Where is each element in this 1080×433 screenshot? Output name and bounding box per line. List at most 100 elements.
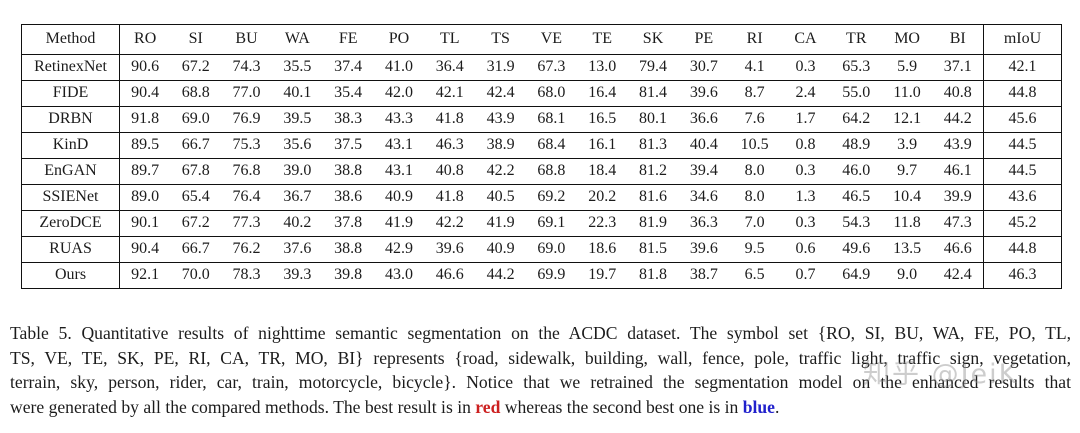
value-cell: 81.4: [627, 80, 679, 107]
value-cell: 90.1: [119, 210, 171, 237]
value-cell: 70.0: [170, 262, 222, 289]
value-cell: 67.2: [170, 54, 222, 81]
caption-text: TS, VE, TE, SK, PE, RI, CA, TR, MO, BI} …: [10, 347, 1071, 368]
value-cell: 49.6: [830, 236, 882, 263]
value-cell: 45.6: [983, 106, 1062, 133]
value-cell: 69.2: [526, 184, 577, 211]
value-cell: 77.0: [221, 80, 272, 107]
value-cell: 42.9: [373, 236, 425, 263]
value-cell: 46.3: [983, 262, 1062, 289]
value-cell: 55.0: [830, 80, 882, 107]
value-cell: 16.4: [576, 80, 628, 107]
value-cell: 81.6: [627, 184, 679, 211]
value-cell: 30.7: [678, 54, 730, 81]
value-cell: 46.5: [830, 184, 882, 211]
value-cell: 77.3: [221, 210, 272, 237]
column-header: FE: [338, 30, 358, 47]
value-cell: 80.1: [627, 106, 679, 133]
value-cell: 40.4: [678, 132, 730, 159]
value-cell: 34.6: [678, 184, 730, 211]
value-cell: 45.2: [983, 210, 1062, 237]
value-cell: 42.0: [373, 80, 425, 107]
column-header: PE: [694, 30, 714, 47]
value-cell: 36.4: [424, 54, 476, 81]
value-cell: 46.6: [932, 236, 984, 263]
value-cell: 39.6: [678, 236, 730, 263]
table-row: EnGAN 89.7 67.8 76.8 39.0 38.8 43.1 40.8 42.2 68.…: [21, 158, 1062, 185]
value-cell: 42.2: [475, 158, 526, 185]
caption-text: terrain, sky, person, rider, car, train,…: [10, 372, 1071, 393]
value-cell: 8.0: [729, 184, 781, 211]
value-cell: 0.3: [780, 210, 831, 237]
value-cell: 0.7: [780, 262, 831, 289]
value-cell: 16.5: [576, 106, 628, 133]
column-header: mIoU: [983, 24, 1062, 55]
value-cell: 41.0: [373, 54, 425, 81]
value-cell: 39.5: [271, 106, 323, 133]
value-cell: 89.5: [119, 132, 171, 159]
value-cell: 81.5: [627, 236, 679, 263]
value-cell: 39.3: [271, 262, 323, 289]
value-cell: 0.8: [780, 132, 831, 159]
value-cell: 66.7: [170, 132, 222, 159]
method-cell: KinD: [21, 132, 120, 159]
column-header: SK: [642, 30, 664, 47]
value-cell: 16.1: [576, 132, 628, 159]
value-cell: 69.0: [170, 106, 222, 133]
value-cell: 44.8: [983, 236, 1062, 263]
method-cell: DRBN: [21, 106, 120, 133]
value-cell: 36.6: [678, 106, 730, 133]
value-cell: 38.8: [322, 158, 374, 185]
value-cell: 69.0: [526, 236, 577, 263]
method-cell: SSIENet: [21, 184, 120, 211]
column-header: BU: [235, 30, 258, 47]
column-header: RO: [134, 30, 157, 47]
column-header: SI: [188, 30, 203, 47]
table-row: FIDE 90.4 68.8 77.0 40.1 35.4 42.0 42.1 42.4 68.0…: [21, 80, 1062, 107]
value-cell: 43.0: [373, 262, 425, 289]
caption-text: whereas the second best one is in: [500, 396, 743, 417]
table-row: Ours 92.1 70.0 78.3 39.3 39.8 43.0 46.6 44.2 69.9…: [21, 262, 1062, 289]
value-cell: 42.1: [983, 54, 1062, 81]
value-cell: 69.1: [526, 210, 577, 237]
value-cell: 68.1: [526, 106, 577, 133]
column-header: TS: [491, 30, 510, 47]
value-cell: 36.3: [678, 210, 730, 237]
value-cell: 43.6: [983, 184, 1062, 211]
value-cell: 81.9: [627, 210, 679, 237]
value-cell: 74.3: [221, 54, 272, 81]
value-cell: 75.3: [221, 132, 272, 159]
table-row: SSIENet 89.0 65.4 76.4 36.7 38.6 40.9 41.8 40.5 6…: [21, 184, 1062, 211]
column-header: BI: [949, 30, 966, 47]
value-cell: 22.3: [576, 210, 628, 237]
caption-text: were generated by all the compared metho…: [10, 396, 476, 417]
value-cell: 91.8: [119, 106, 171, 133]
method-cell: RetinexNet: [21, 54, 120, 81]
method-cell: RUAS: [21, 236, 120, 263]
value-cell: 40.8: [424, 158, 476, 185]
value-cell: 20.2: [576, 184, 628, 211]
column-header: Method: [21, 24, 120, 55]
value-cell: 44.2: [932, 106, 984, 133]
value-cell: 90.6: [119, 54, 171, 81]
value-cell: 69.9: [526, 262, 577, 289]
value-cell: 54.3: [830, 210, 882, 237]
value-cell: 12.1: [881, 106, 933, 133]
value-cell: 18.4: [576, 158, 628, 185]
value-cell: 42.1: [424, 80, 476, 107]
column-header: CA: [794, 30, 817, 47]
method-cell: Ours: [21, 262, 120, 289]
value-cell: 65.4: [170, 184, 222, 211]
value-cell: 46.6: [424, 262, 476, 289]
value-cell: 43.9: [475, 106, 526, 133]
value-cell: 37.6: [271, 236, 323, 263]
table-row: DRBN 91.8 69.0 76.9 39.5 38.3 43.3 41.8 43.9 68.1…: [21, 106, 1062, 133]
value-cell: 43.1: [373, 132, 425, 159]
value-cell: 37.8: [322, 210, 374, 237]
value-cell: 64.9: [830, 262, 882, 289]
value-cell: 68.8: [526, 158, 577, 185]
value-cell: 35.5: [271, 54, 323, 81]
value-cell: 40.9: [373, 184, 425, 211]
value-cell: 78.3: [221, 262, 272, 289]
value-cell: 1.3: [780, 184, 831, 211]
